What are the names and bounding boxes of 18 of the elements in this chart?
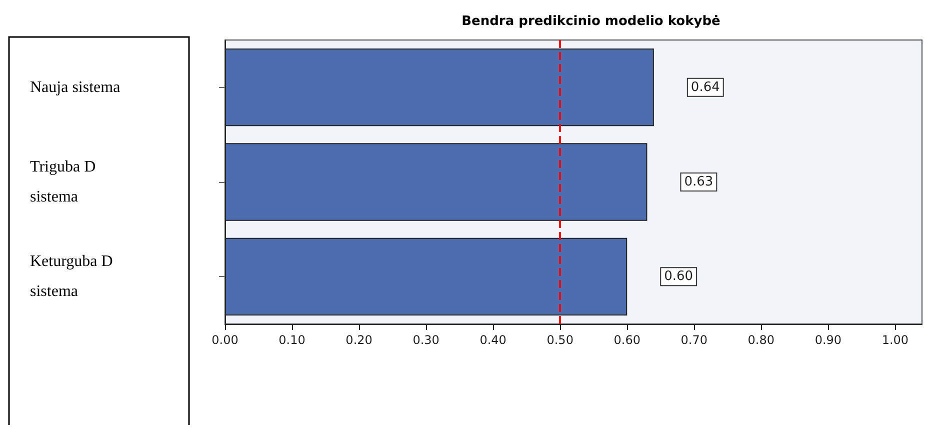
y-tick-label: Keturguba D sistema xyxy=(30,253,117,300)
chart-title: Bendra predikcinio modelio kokybė xyxy=(462,14,721,29)
x-tick-label: 0.50 xyxy=(546,333,574,347)
x-tick-label: 0.10 xyxy=(278,333,306,347)
data-label: 0.64 xyxy=(690,80,720,95)
data-label: 0.60 xyxy=(664,269,694,284)
x-tick-label: 0.90 xyxy=(814,333,842,347)
data-label: 0.63 xyxy=(684,174,714,190)
y-tick-label: Triguba D sistema xyxy=(30,158,100,206)
x-tick-label: 0.20 xyxy=(346,333,372,347)
y-tick-label: Nauja sistema xyxy=(30,78,120,96)
x-tick-label: 0.80 xyxy=(748,333,775,347)
x-tick-label: 1.00 xyxy=(882,333,909,347)
x-tick-label: 0.70 xyxy=(680,333,708,347)
x-tick-label: 0.40 xyxy=(480,333,506,347)
x-tick-label: 0.30 xyxy=(412,333,440,347)
x-tick-label: 0.00 xyxy=(212,333,238,347)
x-tick-label: 0.60 xyxy=(614,333,640,347)
